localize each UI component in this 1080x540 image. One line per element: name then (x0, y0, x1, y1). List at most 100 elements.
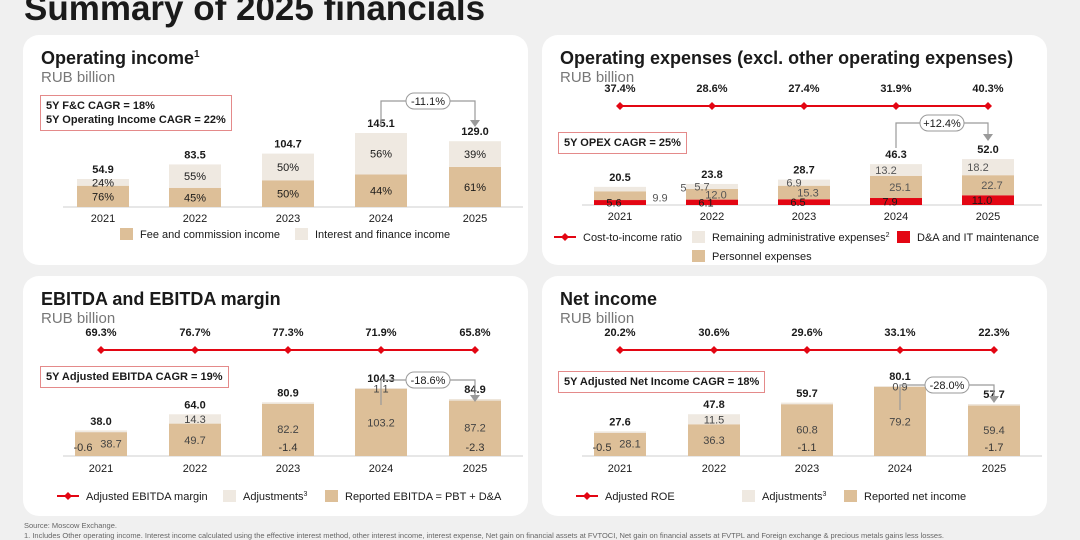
bar-label: 103.2 (367, 417, 395, 429)
line-label: 33.1% (884, 327, 915, 339)
bar-reported (169, 423, 221, 456)
legend-swatch (120, 228, 133, 240)
total-label: 80.9 (277, 387, 298, 399)
total-label: 83.5 (184, 149, 205, 161)
total-label: 52.0 (977, 144, 998, 156)
line-label: 22.3% (978, 327, 1009, 339)
bar-adjustment (75, 430, 127, 433)
line-label: 71.9% (365, 327, 396, 339)
panel-operating-income: Operating income1 RUB billion 5Y F&C CAG… (23, 35, 528, 265)
bar-label: 38.7 (100, 438, 121, 450)
bar-personnel (962, 175, 1014, 196)
panel-unit: RUB billion (560, 310, 635, 327)
bar-reported (688, 424, 740, 456)
legend-swatch (692, 250, 705, 262)
bar-label: 56% (370, 149, 392, 161)
bar-label: 25.1 (889, 182, 910, 194)
line-point (800, 102, 808, 110)
total-label: 27.6 (609, 416, 630, 428)
x-tick-label: 2025 (976, 211, 1000, 223)
x-tick-label: 2024 (884, 211, 908, 223)
line-point (191, 346, 199, 354)
line-point (616, 346, 624, 354)
line-label: 77.3% (272, 327, 303, 339)
legend-label: Remaining administrative expenses2 (712, 232, 890, 244)
bar-fee (449, 166, 501, 207)
bar-label: 61% (464, 182, 486, 194)
change-arrowhead (470, 395, 480, 402)
total-label: 20.5 (609, 172, 630, 184)
operating-income-chart: 76% 24%54.9 2021 45% 55% 83.5 2022 50% 50% 104.7 2… (63, 92, 523, 241)
bar-label: 49.7 (184, 435, 205, 447)
change-arrowhead (983, 134, 993, 141)
bar-label: 6.1 (698, 197, 713, 209)
bar-remaining (870, 164, 922, 176)
legend-sup: 3 (304, 491, 308, 498)
bar-label: 24% (92, 177, 114, 189)
legend-swatch (897, 231, 910, 243)
panel-unit: RUB billion (560, 69, 635, 86)
total-label: 129.0 (461, 126, 489, 138)
line-label: 65.8% (459, 327, 490, 339)
bar-label: -1.7 (985, 442, 1004, 454)
bar-interest (449, 141, 501, 167)
legend-swatch (692, 231, 705, 243)
bar-interest (169, 164, 221, 188)
bar-label: 9.9 (652, 192, 667, 204)
legend-marker (561, 233, 569, 241)
x-tick-label: 2024 (888, 463, 912, 475)
bar-label: 11.5 (704, 414, 725, 426)
legend-label: D&A and IT maintenance (917, 232, 1039, 244)
total-label: 104.3 (367, 373, 395, 385)
change-arrowhead (989, 396, 999, 403)
bar-label: 55% (184, 171, 206, 183)
panel-unit: RUB billion (41, 310, 116, 327)
x-tick-label: 2022 (183, 213, 207, 225)
bar-da (594, 200, 646, 205)
bar-label: -1.1 (798, 442, 817, 454)
panel-unit: RUB billion (41, 69, 116, 86)
line-label: 28.6% (696, 83, 727, 95)
line-point (97, 346, 105, 354)
line-label: 31.9% (880, 83, 911, 95)
bar-personnel (686, 188, 738, 200)
bar-adjustment (781, 402, 833, 405)
line-point (892, 102, 900, 110)
bar-label: 36.3 (703, 435, 724, 447)
bar-personnel (594, 191, 646, 201)
footnote: 1. Includes Other operating income. Inte… (24, 531, 944, 540)
bar-label: 60.8 (796, 424, 817, 436)
legend-swatch (325, 490, 338, 502)
legend-swatch (223, 490, 236, 502)
bar-label: -0.6 (74, 442, 93, 454)
bar-label: 11.0 (972, 195, 993, 207)
legend-swatch (295, 228, 308, 240)
line-point (710, 346, 718, 354)
change-pill (405, 371, 451, 389)
bar-fee (262, 180, 314, 207)
change-arrowhead (470, 120, 480, 127)
change-label: -11.1% (411, 96, 445, 108)
ebitda-chart: 69.3% 76.7% 77.3% 71.9% 65.8% 38.7 -0.6 38.0 202… (57, 327, 523, 503)
x-tick-label: 2024 (369, 213, 393, 225)
panel-title: Net income (560, 289, 658, 309)
bar-label: 5.7 (694, 181, 709, 193)
change-pill (924, 376, 970, 394)
legend-swatch (742, 490, 755, 502)
bar-label: 28.1 (619, 439, 640, 451)
bar-fee (355, 174, 407, 207)
bar-adjustment (968, 404, 1020, 406)
cagr-box: 5Y F&C CAGR = 18% 5Y Operating Income CA… (40, 95, 232, 131)
bar-reported (449, 399, 501, 456)
legend-marker (64, 492, 72, 500)
bar-fee (169, 187, 221, 207)
line-label: 29.6% (791, 327, 822, 339)
bar-remaining (962, 159, 1014, 176)
x-tick-label: 2023 (792, 211, 816, 223)
bar-label: 22.7 (981, 180, 1002, 192)
bar-da (870, 198, 922, 205)
legend-marker (583, 492, 591, 500)
bar-reported (262, 402, 314, 456)
bar-interest (77, 179, 129, 186)
total-label: 38.0 (90, 416, 111, 428)
